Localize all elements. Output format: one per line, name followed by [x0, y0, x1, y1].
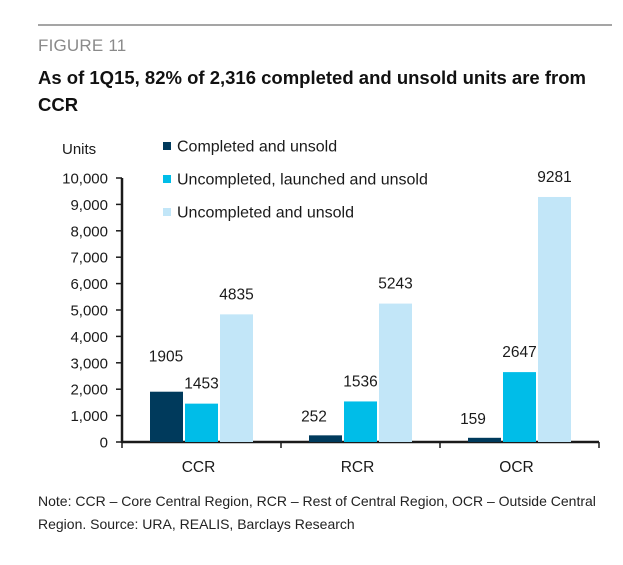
- y-tick-label: 0: [100, 435, 108, 452]
- bar: [344, 401, 377, 442]
- y-axis-label: Units: [62, 141, 96, 158]
- data-label: 4835: [219, 286, 253, 303]
- bar: [503, 372, 536, 442]
- figure-label: FIGURE 11: [38, 36, 127, 55]
- bar: [220, 314, 253, 442]
- y-tick-label: 7,000: [70, 250, 108, 267]
- legend-swatch: [163, 208, 171, 216]
- top-rule: [38, 24, 612, 26]
- legend-entry: Uncompleted, launched and unsold: [177, 172, 428, 189]
- y-tick-label: 6,000: [70, 276, 108, 293]
- legend-entry: Uncompleted and unsold: [177, 205, 354, 222]
- data-label: 5243: [378, 276, 412, 293]
- bar: [150, 391, 183, 442]
- figure-note: Note: CCR – Core Central Region, RCR – R…: [38, 493, 596, 532]
- legend-swatch: [163, 175, 171, 183]
- bar: [185, 403, 218, 442]
- bar-chart: Units 0 1,000 2,000 3,000 4,000 5,000 6,000 7,00…: [62, 139, 600, 476]
- data-label: 1453: [184, 376, 218, 393]
- data-label: 9281: [537, 169, 571, 186]
- data-label: 2647: [502, 344, 536, 361]
- y-tick-label: 1,000: [70, 408, 108, 425]
- y-tick-label: 4,000: [70, 329, 108, 346]
- y-tick-label: 10,000: [62, 171, 108, 188]
- data-label: 1905: [149, 349, 183, 366]
- bar: [379, 303, 412, 442]
- x-tick-label: RCR: [341, 459, 375, 476]
- y-tick-label: 5,000: [70, 303, 108, 320]
- x-tick-label: OCR: [499, 459, 533, 476]
- figure-title: As of 1Q15, 82% of 2,316 completed and u…: [38, 67, 586, 115]
- y-tick-label: 8,000: [70, 223, 108, 240]
- bar: [468, 437, 501, 442]
- data-label: 159: [460, 411, 486, 428]
- legend-swatch: [163, 142, 171, 150]
- bar: [309, 435, 342, 442]
- y-tick-label: 3,000: [70, 355, 108, 372]
- y-tick-label: 9,000: [70, 197, 108, 214]
- y-tick-label: 2,000: [70, 382, 108, 399]
- bar: [538, 196, 571, 442]
- data-label: 1536: [343, 373, 377, 390]
- legend-entry: Completed and unsold: [177, 139, 337, 156]
- x-tick-label: CCR: [182, 459, 216, 476]
- data-label: 252: [301, 408, 327, 425]
